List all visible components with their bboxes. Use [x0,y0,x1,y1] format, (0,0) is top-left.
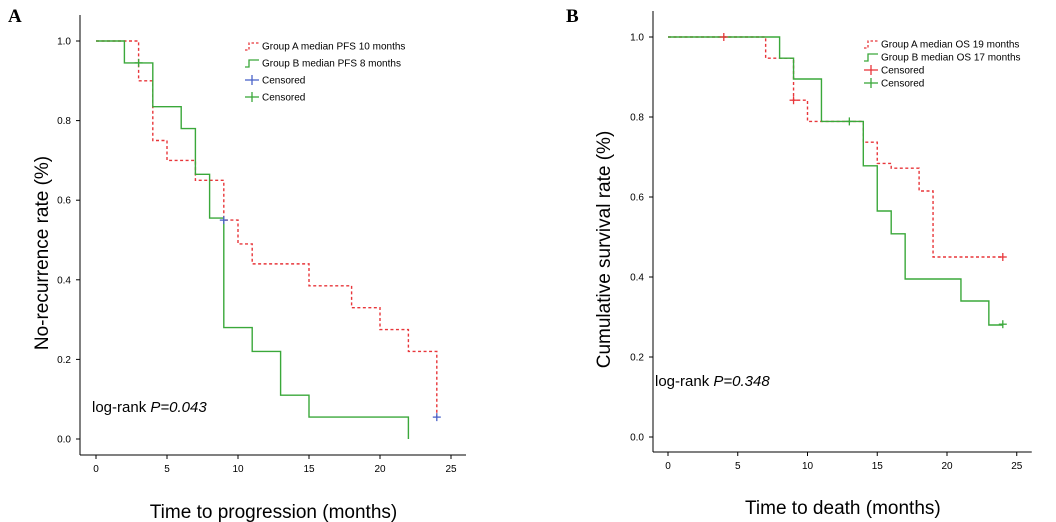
legend-swatch-b [864,78,878,88]
x-tick-label-b: 10 [802,461,814,472]
survival-curve-group-b-b [668,36,1003,326]
y-tick-label-a: 0.0 [57,435,71,446]
censor-mark-b [998,320,1007,329]
legend-label-b: Censored [881,66,924,77]
y-tick-label-a: 0.2 [57,355,71,366]
survival-curve-group-b-a [96,40,410,439]
legend-swatch-a [245,92,259,102]
legend-swatch-b [864,53,878,62]
x-tick-label-b: 5 [735,461,741,472]
log-rank-prefix-a: log-rank [92,399,150,416]
legend-swatch-b [864,65,878,75]
x-tick-label-a: 15 [303,464,315,475]
x-tick-label-b: 20 [941,461,953,472]
censor-mark-a [219,216,228,225]
y-tick-label-a: 0.8 [57,116,71,127]
survival-curve-group-a-a [96,40,438,418]
log-rank-note-a: log-rank P=0.043 [92,399,207,416]
censor-mark-b [789,96,798,105]
y-tick-label-a: 1.0 [57,37,71,48]
y-axis-title-b: Cumulative survival rate (%) [594,131,615,369]
censor-mark-b [845,117,854,126]
legend-label-a: Group B median PFS 8 months [262,59,401,70]
x-axis-title-b: Time to death (months) [745,498,941,519]
x-tick-label-a: 25 [445,464,457,475]
x-tick-label-b: 0 [665,461,671,472]
legend-label-b: Group A median OS 19 months [881,40,1019,51]
censor-mark-b [998,253,1007,261]
x-tick-label-a: 5 [164,464,170,475]
y-axis-title-a: No-recurrence rate (%) [32,156,53,350]
censor-mark-a [134,58,143,67]
y-tick-label-b: 0.4 [630,273,644,284]
legend-swatch-b [864,40,878,49]
y-tick-label-a: 0.4 [57,275,71,286]
chart-panel-a: 0.0 0.2 0.4 0.6 0.8 1.0 0 5 10 15 20 25 Time to prog… [32,15,466,522]
y-tick-label-b: 0.2 [630,353,644,364]
x-tick-label-a: 10 [232,464,244,475]
legend-swatch-a [245,42,259,51]
legend-label-a: Group A median PFS 10 months [262,42,405,53]
log-rank-note-b: log-rank P=0.348 [655,373,770,390]
legend-label-a: Censored [262,76,305,87]
legend-swatch-a [245,59,259,68]
log-rank-pvalue-a: P=0.043 [150,399,207,416]
y-tick-label-b: 0.8 [630,113,644,124]
y-tick-label-b: 0.0 [630,433,644,444]
x-tick-label-a: 20 [374,464,386,475]
legend-label-a: Censored [262,93,305,104]
legend-swatch-a [245,75,259,85]
x-tick-label-b: 15 [872,461,884,472]
y-tick-label-b: 0.6 [630,193,644,204]
chart-panel-b: 0.0 0.2 0.4 0.6 0.8 1.0 0 5 10 15 20 25 Time to deat… [594,11,1032,519]
log-rank-prefix-b: log-rank [655,373,713,390]
x-tick-label-a: 0 [93,464,99,475]
censor-mark-a [432,413,441,422]
x-axis-title-a: Time to progression (months) [150,502,397,522]
censor-mark-b [719,33,728,41]
x-tick-label-b: 25 [1011,461,1023,472]
panel-label-a: A [8,6,22,27]
y-tick-label-a: 0.6 [57,196,71,207]
legend-label-b: Group B median OS 17 months [881,53,1021,64]
legend-label-b: Censored [881,79,924,90]
y-tick-label-b: 1.0 [630,33,644,44]
panel-label-b: B [566,6,579,27]
survival-curve-group-a-b [668,36,1003,258]
log-rank-pvalue-b: P=0.348 [713,373,770,390]
